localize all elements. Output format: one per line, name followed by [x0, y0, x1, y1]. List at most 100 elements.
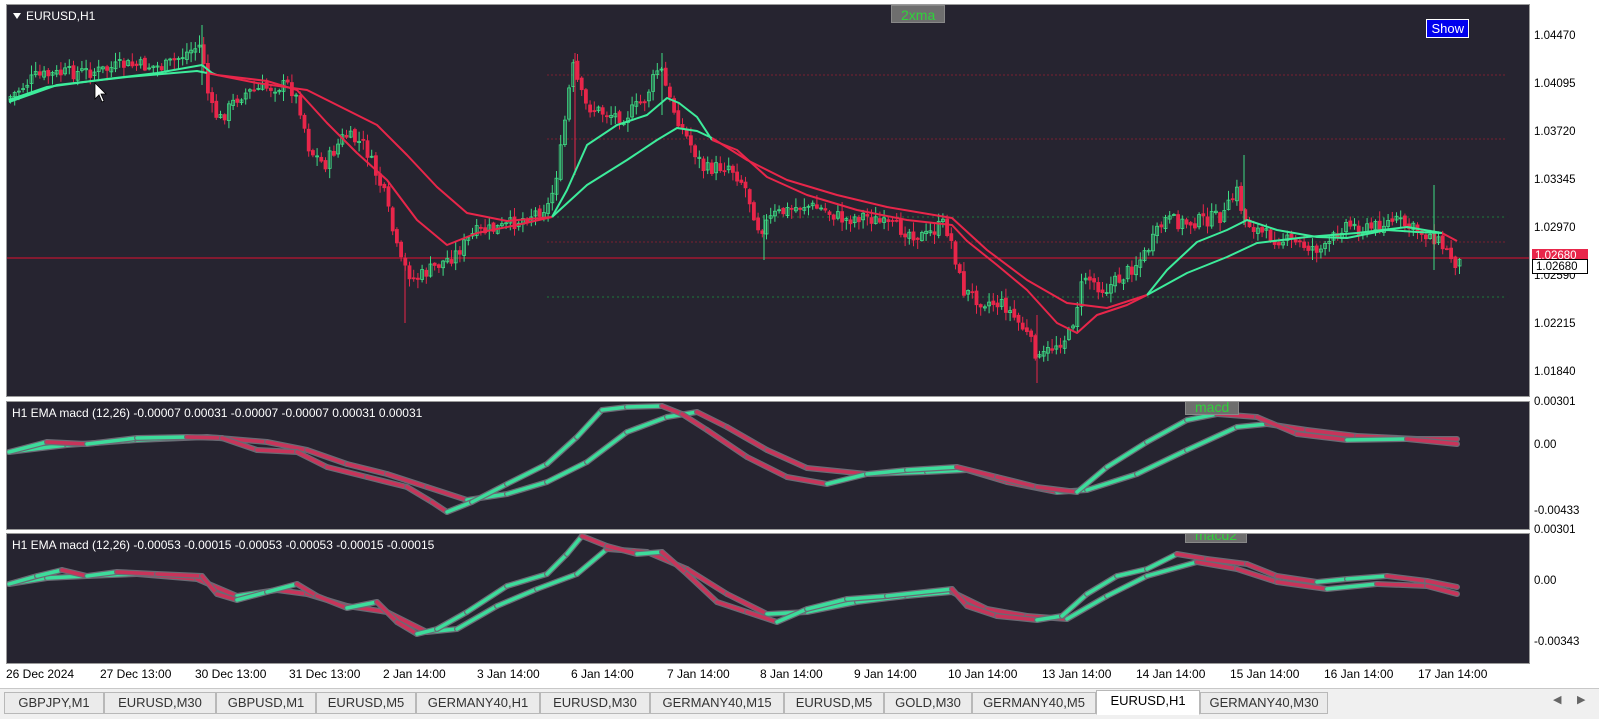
macd-line-segment: [660, 550, 689, 576]
show-button[interactable]: Show: [1426, 19, 1469, 38]
signal-line-segment: [1375, 582, 1429, 588]
chart-tab[interactable]: GERMANY40,M5: [972, 692, 1096, 714]
candle-body: [970, 291, 975, 294]
candle-body: [33, 71, 38, 76]
candle-body: [1310, 246, 1315, 251]
candle-body: [886, 219, 891, 222]
candle-body: [903, 233, 907, 238]
macd2-axis[interactable]: 0.00301 0.00 -0.00343: [1530, 524, 1599, 664]
macd-line-segment: [215, 592, 239, 602]
macd-line-segment: [825, 472, 869, 486]
candle-body: [1037, 354, 1042, 358]
candle-body: [911, 231, 916, 241]
chart-tab[interactable]: GBPUSD,M1: [216, 692, 316, 714]
chart-tab[interactable]: GERMANY40,H1: [416, 692, 540, 714]
candle-body: [474, 225, 479, 236]
candle-body: [1054, 345, 1059, 350]
chart-symbol-label[interactable]: EURUSD,H1: [13, 9, 95, 23]
candle-body: [1180, 218, 1185, 229]
candle-body: [394, 229, 399, 244]
candle-body: [315, 155, 320, 158]
candle-body: [592, 110, 597, 112]
signal-line-segment: [1085, 472, 1139, 492]
candle-body: [1016, 314, 1021, 323]
chart-tab[interactable]: GERMANY40,M15: [650, 692, 784, 714]
candle-body: [101, 66, 105, 70]
candle-body: [546, 203, 550, 214]
macd-panel[interactable]: H1 EMA macd (12,26) -0.00007 0.00031 -0.…: [6, 401, 1530, 530]
candle-body: [995, 302, 1000, 308]
chart-tab[interactable]: EURUSD,M30: [104, 692, 216, 714]
macd2-canvas[interactable]: [7, 534, 1530, 664]
candle-body: [836, 211, 840, 219]
macd-line-segment: [1385, 574, 1429, 583]
macd-line-segment: [430, 500, 449, 514]
candle-body: [785, 207, 790, 216]
candle-body: [739, 179, 744, 183]
candle-body: [802, 207, 807, 211]
candle-body: [701, 158, 706, 172]
candle-body: [647, 91, 651, 102]
signal-line-segment: [1425, 584, 1459, 596]
candle-body: [1188, 222, 1193, 226]
macd-line-segment: [295, 450, 329, 469]
time-tick-label: 13 Jan 14:00: [1042, 667, 1112, 681]
time-tick-label: 8 Jan 14:00: [760, 667, 823, 681]
macd-line-segment: [660, 404, 684, 416]
macd-line-segment: [625, 404, 664, 409]
candle-body: [218, 114, 223, 118]
chart-tab[interactable]: EURUSD,M5: [784, 692, 884, 714]
macd-line-segment: [1105, 440, 1149, 469]
macd2-chip[interactable]: macd2: [1185, 534, 1248, 543]
candle-body: [239, 99, 244, 104]
candle-body: [1046, 347, 1050, 354]
macd2-panel[interactable]: H1 EMA macd (12,26) -0.00053 -0.00015 -0…: [6, 533, 1530, 664]
candle-body: [12, 92, 17, 98]
candle-body: [840, 211, 844, 223]
macd-canvas[interactable]: [7, 402, 1530, 530]
candle-body: [794, 207, 798, 212]
candle-body: [1088, 276, 1092, 281]
candle-body: [1411, 222, 1416, 230]
signal-line-segment: [505, 480, 549, 496]
ma-indicator-chip[interactable]: 2xma: [891, 5, 946, 23]
candle-body: [789, 207, 794, 210]
candle-body: [873, 216, 878, 224]
chart-tab[interactable]: EURUSD,M30: [540, 692, 650, 714]
candle-body: [957, 264, 962, 273]
signal-line-segment: [725, 592, 769, 616]
price-axis[interactable]: 1.04470 1.04095 1.03720 1.03345 1.02970 1.025…: [1530, 4, 1599, 397]
candle-body: [1079, 281, 1084, 307]
chart-tab[interactable]: GOLD,M30: [884, 692, 972, 714]
macd-line-segment: [470, 482, 509, 504]
price-chart-canvas[interactable]: [7, 5, 1530, 397]
macd-axis[interactable]: 0.00301 0.00 -0.00433: [1530, 396, 1599, 530]
chart-tab[interactable]: GBPJPY,M1: [4, 692, 104, 714]
candle-body: [1121, 279, 1126, 284]
chart-tab[interactable]: EURUSD,M5: [316, 692, 416, 714]
tabs-scroll-left-icon[interactable]: ◀: [1553, 694, 1562, 706]
candle-body: [1025, 327, 1029, 333]
candle-body: [441, 260, 446, 269]
candle-body: [537, 208, 542, 217]
mouse-cursor-icon: [94, 82, 107, 103]
candle-body: [1218, 212, 1222, 224]
candle-body: [365, 140, 370, 158]
macd-line: [7, 403, 1460, 515]
macd-chip[interactable]: macd: [1185, 402, 1240, 415]
candle-body: [844, 218, 849, 221]
time-tick-label: 16 Jan 14:00: [1324, 667, 1394, 681]
candle-body: [1251, 227, 1256, 232]
candle-body: [1159, 224, 1164, 228]
chart-tab[interactable]: EURUSD,H1: [1096, 690, 1200, 715]
time-axis[interactable]: 26 Dec 2024 27 Dec 13:00 30 Dec 13:00 31 De…: [0, 664, 1599, 685]
candle-body: [1214, 210, 1218, 214]
tabs-scroll-right-icon[interactable]: ▶: [1577, 694, 1586, 706]
candle-body: [1453, 256, 1458, 269]
candle-body: [668, 86, 672, 98]
price-chart-panel[interactable]: EURUSD,H1 2xma Show: [6, 4, 1530, 397]
candle-body: [122, 60, 126, 68]
candle-body: [205, 63, 210, 94]
chart-tab[interactable]: GERMANY40,M30: [1200, 692, 1328, 714]
candle-body: [399, 241, 404, 258]
